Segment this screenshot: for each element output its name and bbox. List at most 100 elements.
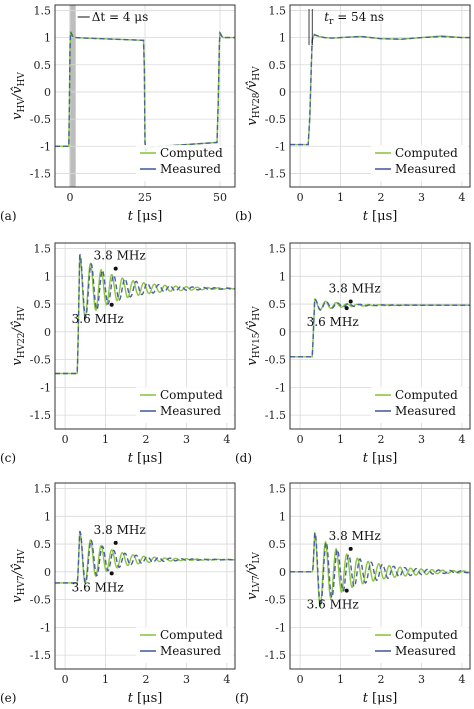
x-axis-label: t [μs] (363, 209, 398, 224)
y-tick-label: -1 (40, 140, 51, 153)
panel-f: 0 1 2 3 4 -1.5 -1 -0.5 0 0.5 1 1.5 Computed Measured v… (235, 482, 471, 706)
x-axis-label: t [μs] (128, 209, 163, 224)
legend-box (371, 627, 468, 663)
x-tick-label: 4 (458, 433, 465, 446)
shaded-interval (69, 5, 76, 187)
legend-label: Computed (160, 388, 223, 402)
annotation-dot-top (348, 299, 353, 304)
x-tick-label: 3 (183, 673, 190, 686)
y-axis-label: vHV28/v̂HV (245, 66, 262, 126)
legend-box (136, 145, 233, 181)
series-measured (290, 531, 471, 607)
y-tick-label: 1 (44, 510, 51, 523)
y-tick-label: -0.5 (265, 594, 286, 607)
annotation-freq-computed: 3.8 MHz (94, 249, 146, 263)
y-tick-label: -1 (275, 381, 286, 394)
x-tick-label: 2 (378, 433, 385, 446)
y-axis-label: vLV7/v̂LV (245, 552, 262, 600)
y-tick-label: 1 (279, 32, 286, 45)
plot-frame (54, 242, 236, 430)
legend-label: Computed (160, 146, 223, 160)
annotation-dot-top (113, 540, 118, 545)
x-tick-label: 1 (102, 433, 109, 446)
x-tick-label: 4 (223, 433, 230, 446)
annotation-dot-top (348, 546, 353, 551)
y-tick-label: 1 (279, 270, 286, 283)
y-tick-label: -1.5 (265, 167, 286, 180)
y-tick-label: -1 (40, 381, 51, 394)
y-tick-label: -0.5 (30, 594, 51, 607)
series-measured (55, 29, 235, 153)
annotation-freq-measured: 3.6 MHz (72, 580, 124, 594)
x-tick-label: 0 (297, 191, 304, 204)
y-axis-label: vHV22/v̂HV (10, 306, 27, 366)
series-computed (290, 531, 471, 607)
legend-label: Measured (160, 162, 221, 176)
x-tick-label: 2 (143, 673, 150, 686)
x-axis-label: t [μs] (363, 691, 398, 706)
annotation-freq-computed: 3.8 MHz (94, 523, 146, 537)
y-tick-label: -1.5 (265, 649, 286, 662)
x-tick-label: 4 (458, 673, 465, 686)
y-axis-label: vHV15/v̂HV (245, 306, 262, 366)
y-tick-label: 0.5 (34, 298, 52, 311)
panel-b: 0 1 2 3 4 -1.5 -1 -0.5 0 0.5 1 1.5 Computed Measured v… (235, 4, 471, 224)
plot-frame (54, 482, 236, 670)
annotation-freq-computed: 3.8 MHz (329, 282, 381, 296)
annotation-dot-top (113, 266, 118, 271)
annotation-rise-time: tr = 54 ns (324, 10, 384, 27)
series-measured (290, 34, 470, 146)
y-tick-label: 1.5 (269, 483, 287, 496)
y-tick-label: 1 (44, 32, 51, 45)
y-tick-label: -0.5 (30, 354, 51, 367)
x-tick-label: 0 (62, 673, 69, 686)
annotation-dot-bottom (109, 571, 114, 576)
series-measured (55, 530, 235, 584)
x-tick-label: 0 (62, 433, 69, 446)
x-tick-label: 1 (337, 673, 344, 686)
panel-tag: (b) (235, 209, 252, 223)
y-tick-label: 0 (279, 326, 286, 339)
annotation-dot-bottom (109, 302, 114, 307)
legend-box (371, 387, 468, 423)
series-measured (290, 298, 470, 358)
y-tick-label: -1 (275, 140, 286, 153)
x-axis-label: t [μs] (128, 451, 163, 466)
plot-frame (54, 4, 236, 188)
legend-box (371, 145, 468, 181)
y-tick-label: -0.5 (30, 113, 51, 126)
panel-c: 0 1 2 3 4 -1.5 -1 -0.5 0 0.5 1 1.5 Computed Measured v… (0, 242, 236, 466)
legend-label: Measured (395, 162, 456, 176)
y-tick-label: 0 (44, 326, 51, 339)
annotation-dot-bottom (344, 588, 349, 593)
y-tick-label: 0.5 (269, 538, 287, 551)
y-tick-label: 0.5 (34, 59, 52, 72)
panel-e: 0 1 2 3 4 -1.5 -1 -0.5 0 0.5 1 1.5 Computed Measured v… (0, 482, 236, 706)
legend-label: Computed (395, 628, 458, 642)
panel-tag: (d) (235, 451, 252, 465)
y-tick-label: -0.5 (265, 113, 286, 126)
legend-label: Computed (395, 146, 458, 160)
legend-label: Measured (160, 644, 221, 658)
x-tick-label: 3 (418, 673, 425, 686)
legend-label: Measured (160, 404, 221, 418)
panel-tag: (f) (235, 691, 249, 705)
y-tick-label: -1.5 (30, 167, 51, 180)
annotation-dot-bottom (344, 306, 349, 311)
legend-box (136, 627, 233, 663)
x-tick-label: 1 (102, 673, 109, 686)
y-tick-label: 1.5 (34, 4, 52, 17)
y-tick-label: -1 (40, 621, 51, 634)
x-axis-label: t [μs] (363, 451, 398, 466)
x-tick-label: 1 (337, 433, 344, 446)
panel-tag: (c) (0, 451, 16, 465)
x-tick-label: 0 (297, 673, 304, 686)
legend-label: Computed (160, 628, 223, 642)
legend-label: Computed (395, 388, 458, 402)
annotation-freq-measured: 3.6 MHz (72, 312, 124, 326)
y-tick-label: 1.5 (34, 243, 52, 256)
series-measured (55, 253, 236, 375)
plot-frame (289, 482, 471, 670)
y-axis-label: vHV7/v̂HV (10, 549, 27, 603)
